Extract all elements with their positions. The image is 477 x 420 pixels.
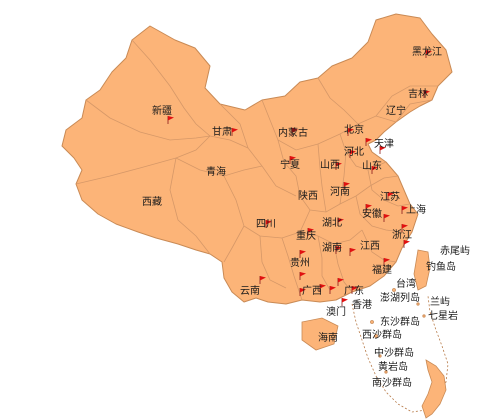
label-anhui: 安徽 <box>362 207 382 220</box>
label-qixingyan: 七星岩 <box>428 309 458 322</box>
flag-icon <box>401 206 408 214</box>
label-xianggang: 香港 <box>352 299 372 311</box>
label-shandong: 山东 <box>362 159 382 172</box>
hainan-island <box>301 317 339 351</box>
flag-icon <box>423 90 430 98</box>
flag-icon <box>349 150 356 158</box>
label-penghu: 澎湖列岛 <box>380 291 420 304</box>
flag-icon <box>343 182 350 190</box>
flag-icon <box>167 116 174 124</box>
flag-icon <box>335 246 342 254</box>
flag-icon <box>347 128 354 136</box>
label-xinjiang: 新疆 <box>152 104 172 117</box>
flag-icon <box>387 192 394 200</box>
flag-icon <box>299 250 306 258</box>
flag-icon <box>299 288 306 296</box>
label-zhongsha: 中沙群岛 <box>374 346 414 359</box>
label-hebei: 河北 <box>344 146 364 158</box>
flag-icon <box>259 276 266 284</box>
flag-icon <box>337 278 344 286</box>
label-jiangsu: 江苏 <box>380 190 400 203</box>
label-henan: 河南 <box>330 185 350 198</box>
label-hubei: 湖北 <box>322 217 342 229</box>
label-shanghai: 上海 <box>406 203 426 216</box>
label-aomen: 澳门 <box>326 305 346 318</box>
flag-icon <box>337 218 344 226</box>
flag-icon <box>289 156 296 164</box>
label-diaoyudao: 钓鱼岛 <box>426 260 456 273</box>
flag-icon <box>371 166 378 174</box>
label-hunan: 湖南 <box>322 241 342 254</box>
label-yunnan: 云南 <box>240 284 260 297</box>
flag-icon <box>319 284 326 292</box>
flag-icon <box>335 162 342 170</box>
flag-icon <box>383 258 390 266</box>
flag-icon <box>365 204 372 212</box>
label-lanyu: 兰屿 <box>430 295 450 308</box>
label-dongsha: 东沙群岛 <box>380 315 420 328</box>
label-qinghai: 青海 <box>206 165 226 178</box>
flag-icon <box>379 146 386 154</box>
flag-icon <box>307 228 314 236</box>
flag-icon <box>349 248 356 256</box>
label-chiweiyu: 赤尾屿 <box>440 245 470 257</box>
flag-icon <box>341 298 348 306</box>
label-liaoning: 辽宁 <box>386 104 406 117</box>
flag-icon <box>231 128 238 136</box>
label-neimenggu: 内蒙古 <box>278 126 308 139</box>
flag-icon <box>401 224 408 232</box>
south-sea-coast <box>421 359 447 419</box>
label-beijing: 北京 <box>344 123 364 136</box>
label-hainan: 海南 <box>318 331 338 344</box>
label-fujian: 福建 <box>372 263 392 276</box>
label-guangdong: 广东 <box>344 284 364 297</box>
label-sichuan: 四川 <box>256 219 276 230</box>
flag-icon <box>403 240 410 248</box>
label-gansu: 甘肃 <box>212 125 232 138</box>
flag-icon <box>365 138 372 146</box>
label-xizang: 西藏 <box>142 196 162 208</box>
flag-icon <box>299 272 306 280</box>
label-ningxia: 宁夏 <box>280 158 300 171</box>
label-zhejiang: 浙江 <box>392 229 412 241</box>
label-heilongjiang: 黑龙江 <box>412 45 442 58</box>
taiwan-island <box>413 249 431 291</box>
flag-icon <box>291 128 298 136</box>
label-shaanxi: 陕西 <box>298 189 318 202</box>
flag-icon <box>351 286 358 294</box>
label-jilin: 吉林 <box>408 87 428 100</box>
label-xisha: 西沙群岛 <box>362 328 402 341</box>
flag-icon <box>265 220 272 228</box>
label-jiangxi: 江西 <box>360 240 380 252</box>
flag-icon <box>383 214 390 222</box>
flag-icon <box>425 50 432 58</box>
flag-markers <box>167 50 432 306</box>
label-tianjin: 天津 <box>374 138 394 150</box>
label-shanxi: 山西 <box>320 159 340 171</box>
flag-icon <box>329 286 336 294</box>
label-taiwan: 台湾 <box>396 277 416 290</box>
label-chongqing: 重庆 <box>296 229 316 242</box>
label-guizhou: 贵州 <box>290 256 310 269</box>
label-nansha: 南沙群岛 <box>372 376 412 389</box>
label-huangyandao: 黄岩岛 <box>378 360 408 373</box>
label-guangxi: 广西 <box>302 285 322 297</box>
